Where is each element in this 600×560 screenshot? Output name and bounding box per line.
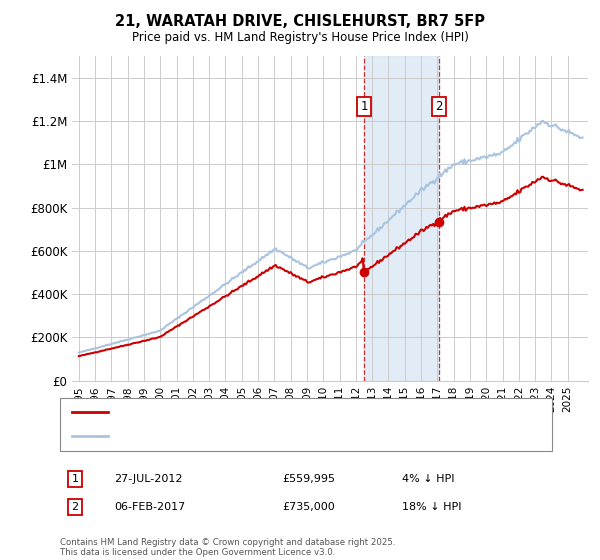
Text: £559,995: £559,995 — [282, 474, 335, 484]
Text: Contains HM Land Registry data © Crown copyright and database right 2025.
This d: Contains HM Land Registry data © Crown c… — [60, 538, 395, 557]
Text: HPI: Average price, detached house, Bromley: HPI: Average price, detached house, Brom… — [117, 431, 353, 441]
Text: Price paid vs. HM Land Registry's House Price Index (HPI): Price paid vs. HM Land Registry's House … — [131, 31, 469, 44]
Text: 1: 1 — [360, 100, 368, 113]
Bar — [364, 56, 439, 381]
Text: 2: 2 — [435, 100, 442, 113]
Text: £735,000: £735,000 — [282, 502, 335, 512]
Text: 06-FEB-2017: 06-FEB-2017 — [114, 502, 185, 512]
Text: 2: 2 — [71, 502, 79, 512]
Text: 4% ↓ HPI: 4% ↓ HPI — [402, 474, 455, 484]
Text: 27-JUL-2012: 27-JUL-2012 — [114, 474, 182, 484]
Text: 18% ↓ HPI: 18% ↓ HPI — [402, 502, 461, 512]
Text: 21, WARATAH DRIVE, CHISLEHURST, BR7 5FP (detached house): 21, WARATAH DRIVE, CHISLEHURST, BR7 5FP … — [117, 408, 445, 418]
Text: 21, WARATAH DRIVE, CHISLEHURST, BR7 5FP: 21, WARATAH DRIVE, CHISLEHURST, BR7 5FP — [115, 14, 485, 29]
Text: 1: 1 — [71, 474, 79, 484]
